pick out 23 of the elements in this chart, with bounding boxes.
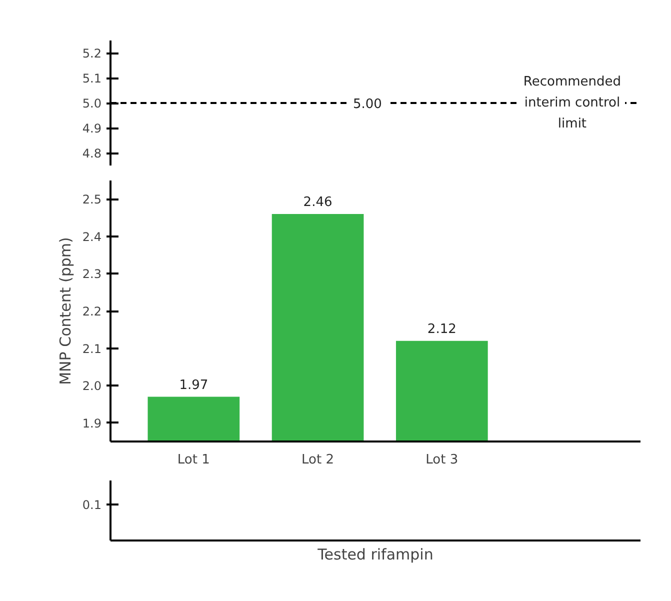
- x-tick-label: Lot 1: [177, 452, 210, 468]
- y-tick-label: 5.0: [82, 96, 102, 110]
- data-label: 1.97: [179, 378, 208, 393]
- y-tick-label: 2.3: [82, 267, 102, 282]
- ref-line-label: 5.00: [352, 97, 382, 112]
- x-tick-label: Lot 3: [426, 452, 458, 468]
- annotation: Recommended interim control limit: [523, 74, 622, 132]
- y-tick-label: 2.0: [82, 379, 102, 394]
- data-label: 2.46: [303, 195, 332, 210]
- x-tick-label: Lot 2: [302, 452, 334, 468]
- data-label: 2.12: [427, 322, 456, 337]
- y-tick-label: 4.8: [82, 146, 102, 160]
- y-tick-label: 5.1: [82, 72, 102, 86]
- y-tick-label: 1.9: [82, 416, 102, 430]
- y-tick-label: 5.2: [82, 46, 102, 60]
- y-axis-title: MNP Content (ppm): [56, 237, 74, 385]
- y-tick-label: 2.1: [82, 342, 102, 356]
- y-tick-label: 2.5: [82, 192, 102, 207]
- y-tick-label: 2.4: [82, 230, 102, 244]
- y-tick-label: 4.9: [82, 122, 102, 136]
- text: 0.1: [82, 498, 102, 512]
- y-tick-label: 2.2: [82, 304, 102, 318]
- text: Tested rifampin: [316, 546, 434, 564]
